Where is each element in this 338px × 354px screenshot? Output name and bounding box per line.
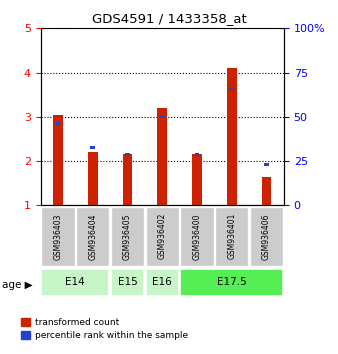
Bar	[88, 152, 98, 205]
Text: GSM936401: GSM936401	[227, 213, 236, 259]
FancyBboxPatch shape	[41, 269, 110, 296]
FancyBboxPatch shape	[111, 207, 144, 266]
Text: GSM936402: GSM936402	[158, 213, 167, 259]
Bar	[90, 146, 95, 149]
Bar	[53, 115, 63, 205]
Text: GSM936404: GSM936404	[88, 213, 97, 259]
FancyBboxPatch shape	[250, 207, 283, 266]
Text: GSM936403: GSM936403	[53, 213, 63, 259]
Bar	[160, 115, 165, 118]
FancyBboxPatch shape	[215, 207, 248, 266]
Bar	[125, 153, 130, 156]
Bar	[262, 177, 271, 205]
Bar	[195, 153, 199, 156]
FancyBboxPatch shape	[146, 207, 179, 266]
Text: E17.5: E17.5	[217, 277, 247, 287]
Text: E15: E15	[118, 277, 137, 287]
Bar	[123, 154, 132, 205]
FancyBboxPatch shape	[146, 269, 179, 296]
Legend: transformed count, percentile rank within the sample: transformed count, percentile rank withi…	[21, 318, 188, 340]
Bar	[158, 108, 167, 205]
Text: GSM936405: GSM936405	[123, 213, 132, 259]
Bar	[192, 154, 202, 205]
Text: E14: E14	[66, 277, 85, 287]
Bar	[230, 86, 234, 90]
Text: GSM936406: GSM936406	[262, 213, 271, 259]
Bar	[227, 68, 237, 205]
FancyBboxPatch shape	[180, 269, 283, 296]
FancyBboxPatch shape	[41, 207, 75, 266]
FancyBboxPatch shape	[76, 207, 110, 266]
FancyBboxPatch shape	[111, 269, 144, 296]
FancyBboxPatch shape	[180, 207, 214, 266]
Text: GDS4591 / 1433358_at: GDS4591 / 1433358_at	[92, 12, 246, 25]
Text: E16: E16	[152, 277, 172, 287]
Text: GSM936400: GSM936400	[193, 213, 201, 259]
Text: age ▶: age ▶	[2, 280, 32, 290]
Bar	[55, 122, 61, 125]
Bar	[264, 162, 269, 166]
